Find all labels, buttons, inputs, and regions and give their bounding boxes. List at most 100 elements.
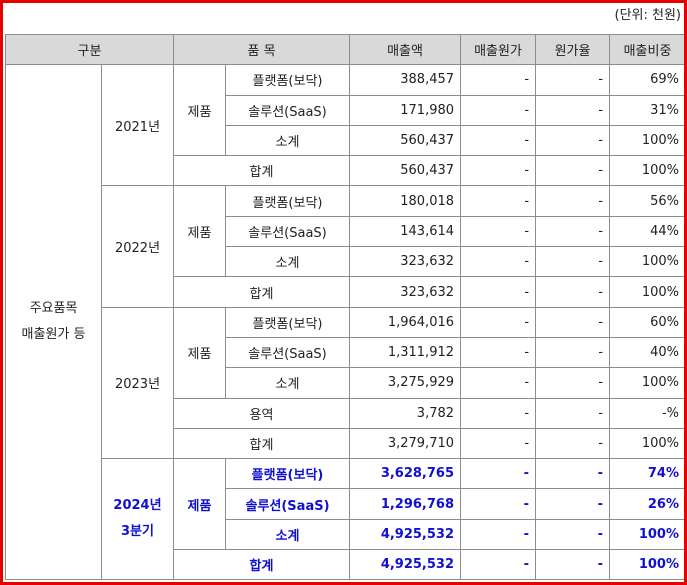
group-label: 주요품목 매출원가 등 — [5, 64, 102, 581]
table-row: 솔루션(SaaS) 1,296,768 - - 26% — [6, 488, 687, 520]
sales-cell: 323,632 — [349, 276, 462, 308]
share-cell: 40% — [609, 336, 687, 369]
item-cell: 솔루션(SaaS) — [225, 488, 351, 520]
sales-cell: 4,925,532 — [349, 549, 462, 581]
header-sales-share: 매출비중 — [609, 33, 687, 66]
ratio-cell: - — [535, 185, 611, 217]
ratio-cell: - — [535, 215, 611, 248]
cost-cell: - — [460, 518, 537, 551]
total-row: 합계 3,279,710 - - 100% — [6, 427, 687, 460]
year-label-line2: 3분기 — [121, 524, 154, 540]
total-row: 합계 4,925,532 - - 100% — [6, 549, 687, 581]
share-cell: 56% — [609, 185, 687, 217]
item-cell: 플랫폼(보닥) — [225, 64, 351, 96]
share-cell: 60% — [609, 306, 687, 338]
year-label: 2022년 — [100, 185, 175, 308]
share-cell: -% — [609, 397, 687, 429]
year-label: 2021년 — [100, 64, 175, 187]
sales-cell: 560,437 — [349, 124, 462, 157]
sales-cell: 143,614 — [349, 215, 462, 248]
share-cell: 100% — [609, 124, 687, 157]
sales-cell: 180,018 — [349, 185, 462, 217]
header-cost-ratio: 원가율 — [535, 33, 611, 66]
cost-cell: - — [460, 549, 537, 581]
share-cell: 69% — [609, 64, 687, 96]
cost-cell: - — [460, 306, 537, 338]
item-cell: 솔루션(SaaS) — [225, 94, 351, 126]
total-row: 합계 560,437 - - 100% — [6, 155, 687, 187]
year-label: 2023년 — [100, 306, 175, 460]
item-cell: 플랫폼(보닥) — [225, 458, 351, 490]
category-label: 제품 — [173, 306, 227, 399]
table-row: 소계 560,437 - - 100% — [6, 124, 687, 157]
share-cell: 100% — [609, 246, 687, 278]
group-label-line2: 매출원가 등 — [21, 327, 86, 343]
item-cell: 합계 — [173, 549, 351, 581]
item-cell: 합계 — [173, 427, 351, 460]
share-cell: 100% — [609, 276, 687, 308]
unit-label: (단위: 천원) — [614, 8, 682, 23]
item-cell: 합계 — [173, 155, 351, 187]
ratio-cell: - — [535, 488, 611, 520]
item-cell: 솔루션(SaaS) — [225, 215, 351, 248]
ratio-cell: - — [535, 549, 611, 581]
share-cell: 44% — [609, 215, 687, 248]
ratio-cell: - — [535, 276, 611, 308]
total-row: 합계 323,632 - - 100% — [6, 276, 687, 308]
header-item: 품 목 — [173, 33, 351, 66]
item-cell: 용역 — [173, 397, 351, 429]
year-label-line1: 2024년 — [113, 498, 162, 514]
share-cell: 26% — [609, 488, 687, 520]
sales-cell: 3,279,710 — [349, 427, 462, 460]
item-cell: 소계 — [225, 246, 351, 278]
header-row: 구분 품 목 매출액 매출원가 원가율 매출비중 — [4, 33, 687, 66]
cost-cell: - — [460, 246, 537, 278]
sales-cell: 3,782 — [349, 397, 462, 429]
cost-cell: - — [460, 397, 537, 429]
ratio-cell: - — [535, 124, 611, 157]
sales-cell: 1,296,768 — [349, 488, 462, 520]
category-label: 제품 — [173, 185, 227, 278]
ratio-cell: - — [535, 155, 611, 187]
item-cell: 소계 — [225, 367, 351, 399]
cost-cell: - — [460, 276, 537, 308]
table-row: 솔루션(SaaS) 1,311,912 - - 40% — [6, 336, 687, 369]
cost-cell: - — [460, 458, 537, 490]
year-label: 2024년 3분기 — [100, 458, 175, 581]
cost-cell: - — [460, 155, 537, 187]
cost-cell: - — [460, 488, 537, 520]
ratio-cell: - — [535, 246, 611, 278]
ratio-cell: - — [535, 427, 611, 460]
ratio-cell: - — [535, 458, 611, 490]
cost-cell: - — [460, 94, 537, 126]
category-label: 제품 — [173, 458, 227, 551]
sales-cell: 1,964,016 — [349, 306, 462, 338]
cost-cell: - — [460, 185, 537, 217]
header-sales: 매출액 — [349, 33, 462, 66]
share-cell: 31% — [609, 94, 687, 126]
sales-cell: 3,628,765 — [349, 458, 462, 490]
sales-cell: 3,275,929 — [349, 367, 462, 399]
item-cell: 소계 — [225, 124, 351, 157]
ratio-cell: - — [535, 367, 611, 399]
cost-cell: - — [460, 427, 537, 460]
ratio-cell: - — [535, 397, 611, 429]
share-cell: 100% — [609, 155, 687, 187]
share-cell: 100% — [609, 549, 687, 581]
sales-cell: 323,632 — [349, 246, 462, 278]
header-category: 구분 — [4, 33, 175, 66]
table-row: 소계 4,925,532 - - 100% — [6, 518, 687, 551]
ratio-cell: - — [535, 518, 611, 551]
group-label-line1: 주요품목 — [29, 301, 78, 317]
sales-cell: 560,437 — [349, 155, 462, 187]
table-row: 주요품목 매출원가 등 2021년 제품 플랫폼(보닥) 388,457 - -… — [5, 64, 687, 581]
item-cell: 플랫폼(보닥) — [225, 306, 351, 338]
cost-cell: - — [460, 336, 537, 369]
share-cell: 100% — [609, 427, 687, 460]
share-cell: 100% — [609, 367, 687, 399]
table-row: 솔루션(SaaS) 171,980 - - 31% — [6, 94, 687, 126]
table-row: 소계 323,632 - - 100% — [6, 246, 687, 278]
cost-cell: - — [460, 124, 537, 157]
share-cell: 100% — [609, 518, 687, 551]
item-cell: 플랫폼(보닥) — [225, 185, 351, 217]
